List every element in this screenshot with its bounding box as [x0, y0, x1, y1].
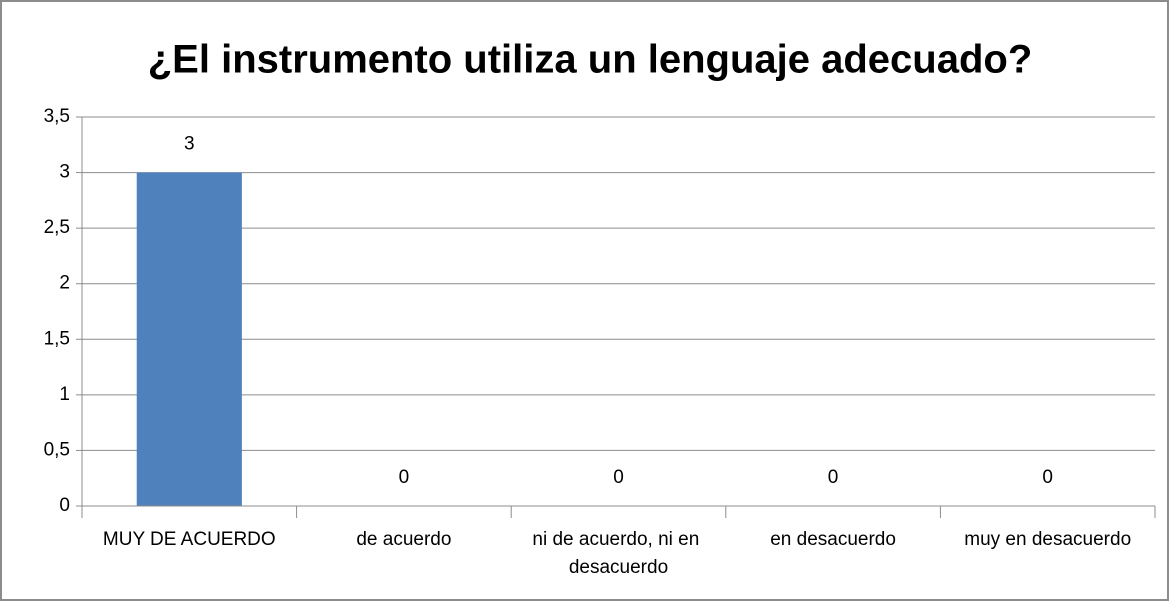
y-tick-label: 1 [59, 384, 70, 405]
x-tick-label: de acuerdo [356, 529, 451, 550]
y-tick-label: 2,5 [44, 217, 70, 238]
x-tick-label: muy en desacuerdo [964, 529, 1131, 550]
y-tick-label: 0,5 [44, 439, 70, 460]
x-tick-label: en desacuerdo [770, 529, 896, 550]
x-tick-label: MUY DE ACUERDO [103, 529, 276, 550]
x-tick-label: ni de acuerdo, ni en desacuerdo [532, 529, 704, 578]
y-tick-label: 0 [59, 495, 70, 516]
data-label: 0 [613, 467, 624, 488]
y-tick-label: 3 [59, 162, 70, 183]
y-tick-label: 2 [59, 273, 70, 294]
bar [136, 172, 242, 507]
data-label: 3 [184, 134, 195, 155]
data-label: 0 [399, 467, 410, 488]
chart-title: ¿El instrumento utiliza un lenguaje adec… [148, 38, 1033, 82]
data-label: 0 [1042, 467, 1053, 488]
y-tick-label: 3,5 [44, 106, 70, 127]
y-tick-label: 1,5 [44, 328, 70, 349]
data-label: 0 [828, 467, 839, 488]
